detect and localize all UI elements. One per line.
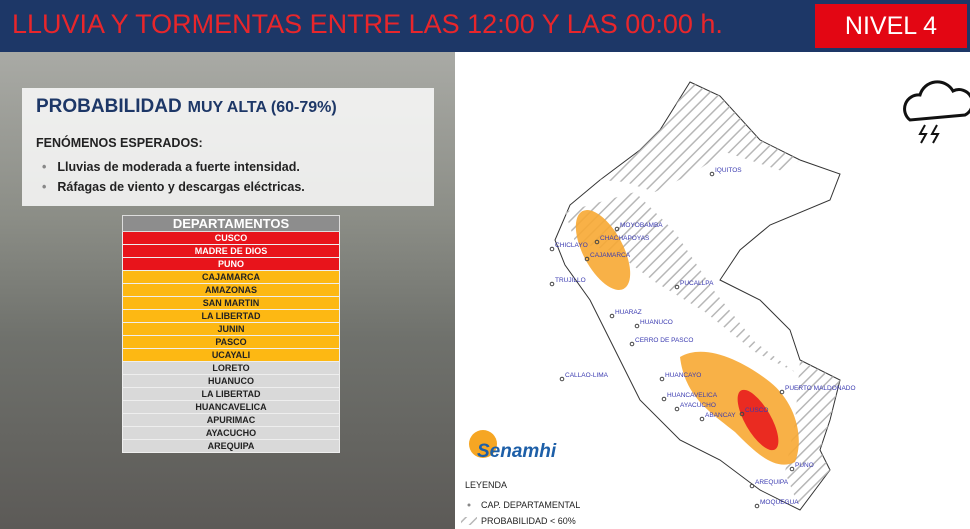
table-row: LA LIBERTAD [123, 310, 340, 323]
department: CUSCO [123, 232, 340, 245]
city: PUNO [795, 462, 814, 469]
department: LORETO [123, 362, 340, 375]
city: HUANUCO [640, 319, 673, 326]
table-row: LA LIBERTAD [123, 388, 340, 401]
city: CALLAO-LIMA [565, 372, 609, 379]
department: JUNIN [123, 323, 340, 336]
logo-text: Senamhi [477, 441, 557, 462]
department: HUANCAVELICA [123, 401, 340, 414]
department: HUANUCO [123, 375, 340, 388]
department: PUNO [123, 258, 340, 271]
city: ABANCAY [705, 412, 736, 419]
department: PASCO [123, 336, 340, 349]
city: PUCALLPA [680, 280, 714, 287]
capital-marker [750, 484, 754, 488]
city: IQUITOS [715, 167, 742, 174]
table-row: CUSCO [123, 232, 340, 245]
department: MADRE DE DIOS [123, 245, 340, 258]
legend-hatch: PROBABILIDAD < 60% [481, 516, 576, 526]
header-title: LLUVIA Y TORMENTAS ENTRE LAS 12:00 Y LAS… [12, 9, 723, 40]
city: HUANCAYO [665, 372, 701, 379]
phenomena-title: FENÓMENOS ESPERADOS: [36, 136, 203, 150]
slide: LLUVIA Y TORMENTAS ENTRE LAS 12:00 Y LAS… [0, 0, 970, 529]
probability-label: PROBABILIDAD [36, 96, 182, 117]
table-row: AYACUCHO [123, 427, 340, 440]
info-box: PROBABILIDAD MUY ALTA (60-79%) FENÓMENOS … [22, 88, 434, 206]
department: APURIMAC [123, 414, 340, 427]
legend-capital: CAP. DEPARTAMENTAL [481, 500, 580, 510]
city: CUSCO [745, 407, 768, 414]
department: SAN MARTIN [123, 297, 340, 310]
city: AYACUCHO [680, 402, 716, 409]
table-row: PASCO [123, 336, 340, 349]
phenomena-list: Lluvias de moderada a fuerte intensidad.… [58, 160, 305, 200]
table-row: HUANUCO [123, 375, 340, 388]
legend-title: LEYENDA [465, 480, 507, 490]
weather-icon [905, 82, 970, 143]
city: AREQUIPA [755, 479, 789, 486]
table-row: JUNIN [123, 323, 340, 336]
city: CHACHAPOYAS [600, 235, 650, 242]
table-row: UCAYALI [123, 349, 340, 362]
department: LA LIBERTAD [123, 310, 340, 323]
city: CAJAMARCA [590, 252, 631, 259]
department: AREQUIPA [123, 440, 340, 453]
department: CAJAMARCA [123, 271, 340, 284]
department: LA LIBERTAD [123, 388, 340, 401]
table-row: PUNO [123, 258, 340, 271]
city: HUARAZ [615, 309, 642, 316]
capital-marker [755, 504, 759, 508]
map: IQUITOS CHACHAPOYAS MOYOBAMBA CHICLAYO C… [455, 52, 970, 529]
department: AYACUCHO [123, 427, 340, 440]
capital-marker [560, 377, 564, 381]
table-row: CAJAMARCA [123, 271, 340, 284]
level-badge: NIVEL 4 [815, 4, 967, 48]
capital-marker [550, 282, 554, 286]
city: MOQUEGUA [760, 499, 799, 506]
city: CERRO DE PASCO [635, 337, 693, 344]
city: PUERTO MALDONADO [785, 385, 856, 392]
table-row: LORETO [123, 362, 340, 375]
header-bar: LLUVIA Y TORMENTAS ENTRE LAS 12:00 Y LAS… [0, 0, 970, 52]
capital-marker [550, 247, 554, 251]
table-row: APURIMAC [123, 414, 340, 427]
city: TRUJILLO [555, 277, 586, 284]
probability-level: MUY ALTA (60-79%) [188, 99, 337, 116]
department: AMAZONAS [123, 284, 340, 297]
table-row: SAN MARTIN [123, 297, 340, 310]
city: CHICLAYO [555, 242, 588, 249]
city: HUANCAVELICA [667, 392, 718, 399]
table-row: AMAZONAS [123, 284, 340, 297]
table-row: HUANCAVELICA [123, 401, 340, 414]
table-row: AREQUIPA [123, 440, 340, 453]
logo: Senamhi [469, 430, 557, 462]
phenomenon: Lluvias de moderada a fuerte intensidad. [58, 160, 305, 174]
phenomenon: Ráfagas de viento y descargas eléctricas… [58, 180, 305, 194]
city: MOYOBAMBA [620, 222, 663, 229]
probability: PROBABILIDAD MUY ALTA (60-79%) [36, 96, 337, 118]
department: UCAYALI [123, 349, 340, 362]
table-header: DEPARTAMENTOS [123, 216, 340, 232]
table-row: MADRE DE DIOS [123, 245, 340, 258]
